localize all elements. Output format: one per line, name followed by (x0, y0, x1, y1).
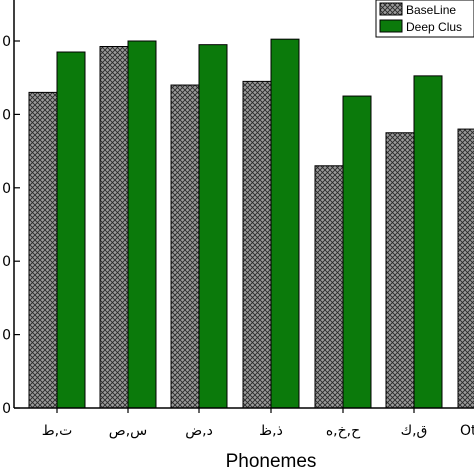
bar-baseline-3 (242, 80, 272, 409)
x-tick-label-2: د,ض (185, 423, 213, 439)
legend-label-baseline: BaseLine (406, 3, 456, 17)
x-tick-label-0: ت,ط (42, 423, 73, 439)
x-tick-label-5: ق,ك (401, 423, 428, 439)
x-axis-title: Phonemes (226, 451, 317, 472)
x-tick-label-4: ح,خ,ه (326, 423, 361, 439)
x-tick-label-6: Ot (460, 423, 474, 439)
bar-deep-clus-4 (342, 95, 372, 409)
y-tick-label-20: 0 (2, 328, 11, 344)
y-tick-label-60: 0 (2, 181, 11, 197)
bar-baseline-4 (314, 165, 344, 409)
bar-baseline-6 (457, 128, 474, 409)
legend: BaseLine Deep Clus (375, 0, 474, 38)
legend-label-deep-clus: Deep Clus (406, 20, 462, 34)
legend-swatch-deep-clus (379, 19, 403, 33)
bar-deep-clus-5 (413, 75, 443, 409)
bar-deep-clus-1 (127, 40, 157, 409)
bar-deep-clus-3 (270, 38, 300, 409)
bar-baseline-1 (99, 46, 129, 409)
bar-deep-clus-0 (56, 51, 86, 409)
bar-baseline-0 (28, 91, 58, 409)
y-tick-label-0: 0 (2, 401, 11, 417)
x-tick-label-1: س,ص (109, 423, 147, 439)
plot-area: 0 0 0 0 0 0 ت,ط س,ص د,ض ذ,ظ ح,خ,ه ق,ك Ot (2, 0, 474, 439)
bar-baseline-2 (170, 84, 200, 409)
y-tick-label-100: 0 (2, 34, 11, 50)
legend-swatch-baseline (379, 2, 403, 16)
bar-baseline-5 (385, 132, 415, 409)
x-tick-label-3: ذ,ظ (259, 423, 283, 439)
y-tick-label-80: 0 (2, 107, 11, 123)
bar-deep-clus-2 (198, 44, 228, 409)
y-tick-label-40: 0 (2, 254, 11, 270)
